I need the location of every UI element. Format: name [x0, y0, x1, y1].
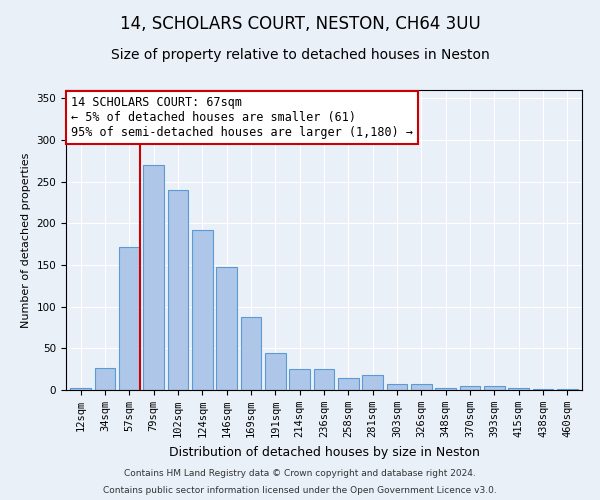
Text: Contains HM Land Registry data © Crown copyright and database right 2024.: Contains HM Land Registry data © Crown c…: [124, 468, 476, 477]
Bar: [436, 388, 456, 390]
Bar: [460, 386, 481, 390]
Bar: [192, 230, 212, 390]
Bar: [411, 384, 432, 390]
Text: 14 SCHOLARS COURT: 67sqm
← 5% of detached houses are smaller (61)
95% of semi-de: 14 SCHOLARS COURT: 67sqm ← 5% of detache…: [71, 96, 413, 139]
Bar: [119, 246, 140, 390]
Bar: [265, 352, 286, 390]
Bar: [289, 369, 310, 390]
Bar: [484, 386, 505, 390]
Bar: [70, 388, 91, 390]
Bar: [362, 375, 383, 390]
Bar: [241, 316, 262, 390]
Bar: [508, 388, 529, 390]
Bar: [314, 369, 334, 390]
Bar: [167, 190, 188, 390]
Bar: [386, 384, 407, 390]
Bar: [338, 378, 359, 390]
Bar: [143, 165, 164, 390]
Bar: [533, 389, 553, 390]
X-axis label: Distribution of detached houses by size in Neston: Distribution of detached houses by size …: [169, 446, 479, 458]
Text: Contains public sector information licensed under the Open Government Licence v3: Contains public sector information licen…: [103, 486, 497, 495]
Bar: [95, 368, 115, 390]
Text: Size of property relative to detached houses in Neston: Size of property relative to detached ho…: [110, 48, 490, 62]
Y-axis label: Number of detached properties: Number of detached properties: [21, 152, 31, 328]
Bar: [557, 389, 578, 390]
Text: 14, SCHOLARS COURT, NESTON, CH64 3UU: 14, SCHOLARS COURT, NESTON, CH64 3UU: [119, 15, 481, 33]
Bar: [216, 266, 237, 390]
